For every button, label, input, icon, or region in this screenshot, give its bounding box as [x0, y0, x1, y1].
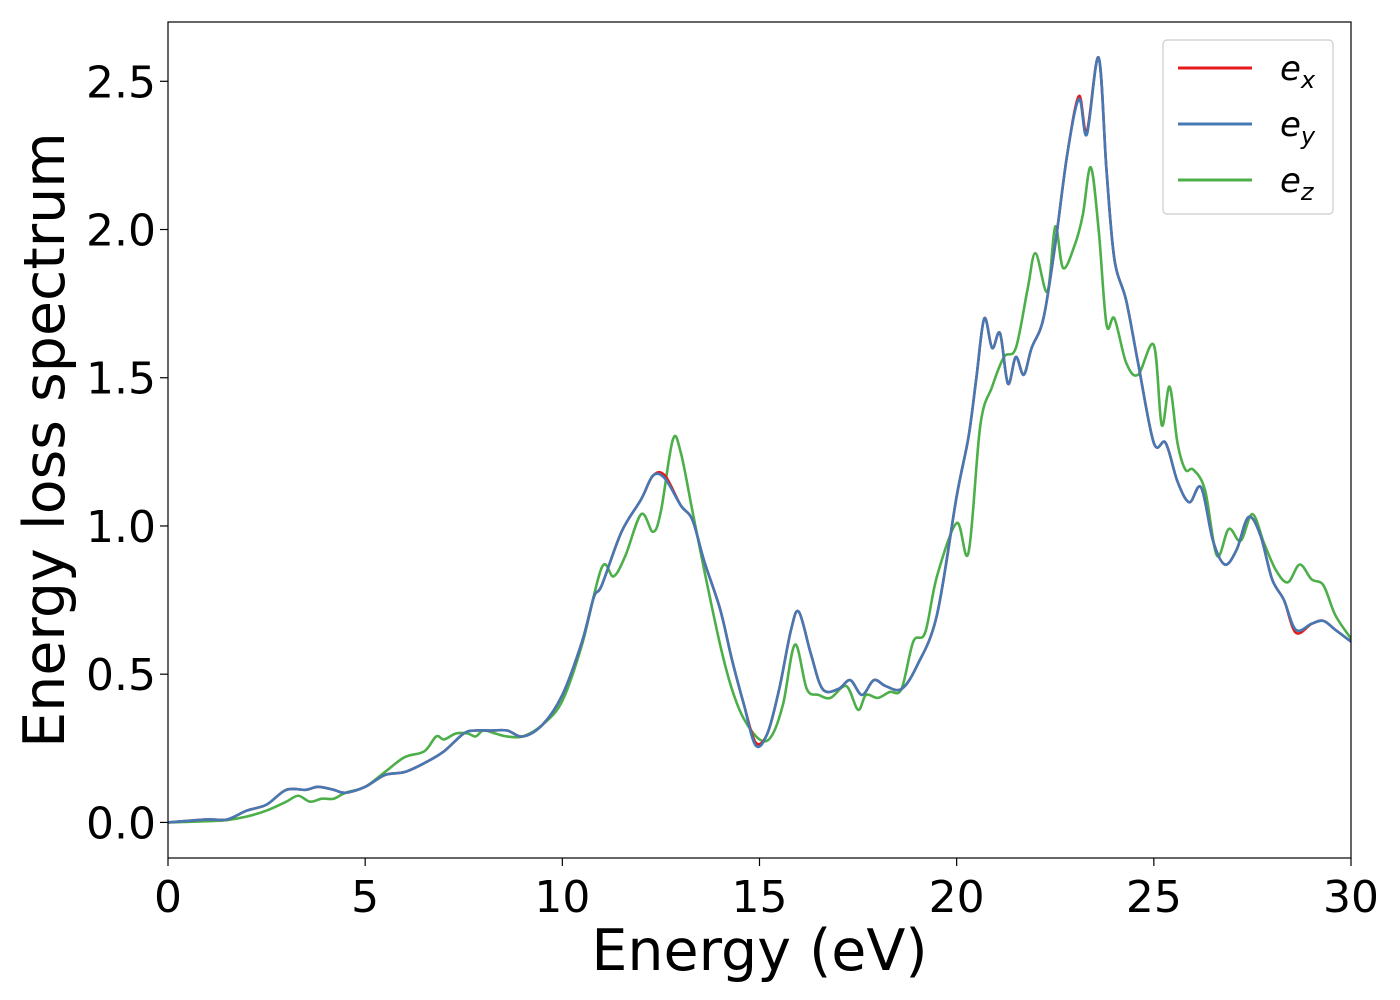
y-tick-label: 0.5 [86, 650, 156, 701]
series-line-e-y [168, 56, 1351, 824]
series-line-e-z [168, 165, 1351, 824]
y-tick-label: 0.0 [86, 798, 156, 849]
legend-label-e-z: ez [1280, 161, 1315, 206]
x-tick-label: 0 [154, 872, 182, 923]
x-tick-label: 15 [732, 872, 788, 923]
legend: ex ey ez [1162, 39, 1334, 215]
x-tick-label: 25 [1126, 872, 1182, 923]
x-tick-label: 20 [929, 872, 985, 923]
y-tick-label: 2.5 [86, 57, 156, 108]
y-tick-label: 2.0 [86, 206, 156, 257]
y-tick-label: 1.0 [86, 502, 156, 553]
x-axis-label: Energy (eV) [591, 918, 927, 984]
x-tick-label: 30 [1323, 872, 1379, 923]
x-tick-label: 10 [534, 872, 590, 923]
y-axis-ticks: 0.0 0.5 1.0 1.5 2.0 2.5 [86, 57, 168, 849]
y-axis-label: Energy loss spectrum [12, 132, 78, 748]
y-tick-label: 1.5 [86, 354, 156, 405]
legend-label-e-y: ey [1280, 105, 1316, 150]
legend-label-e-x: ex [1280, 49, 1316, 94]
x-axis-ticks: 0 5 10 15 20 25 30 [154, 858, 1379, 923]
legend-box [1162, 39, 1334, 215]
series-lines [168, 56, 1351, 824]
x-tick-label: 5 [351, 872, 379, 923]
